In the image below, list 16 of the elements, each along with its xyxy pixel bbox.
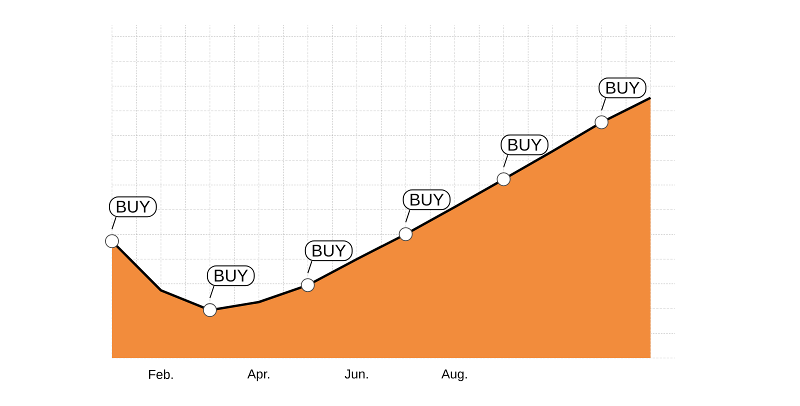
annotation: BUY [410,194,444,206]
point [594,115,609,130]
point [398,227,413,242]
x-tick-label: Apr. [247,370,270,382]
annotation: BUY [116,200,150,213]
point [202,303,217,318]
annotation: BUY [312,244,346,257]
text: BUY [606,82,640,94]
annotation: BUY [508,138,542,151]
x-tick-label: Aug. [441,370,467,382]
x-tick-label: Feb. [149,370,173,380]
point [496,172,511,186]
point [300,278,315,292]
x-tick-label: Jun. [344,370,368,379]
annotation: BUY [214,270,248,282]
point [105,234,119,248]
